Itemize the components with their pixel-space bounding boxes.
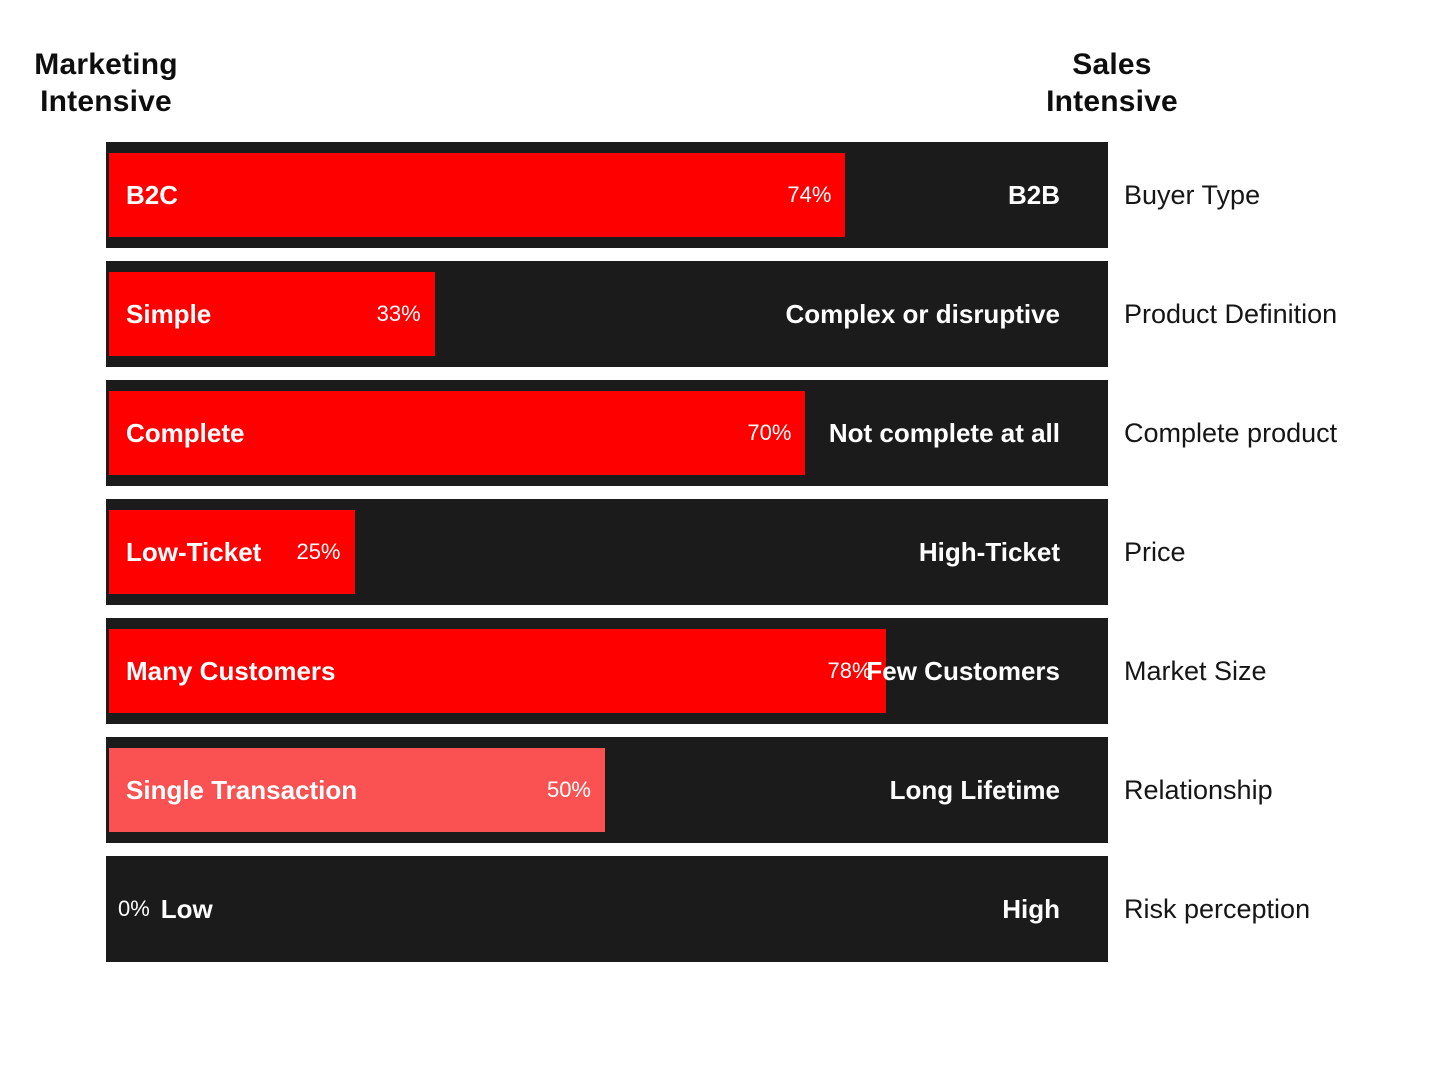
bar-marketing-segment: Low-Ticket 25% [109,510,355,594]
bar-left-label: Many Customers [126,655,336,686]
bar-left-label: Single Transaction [126,774,358,805]
bar-track: Complete 70% Not complete at all [106,380,1108,486]
row-product-definition: Simple 33% Complex or disruptive Product… [106,261,1337,367]
bar-left-label: B2C [126,179,179,210]
bar-right-label: B2B [1007,179,1060,210]
row-risk-perception: 0% Low High Risk perception [106,856,1310,962]
bar-value-label: 25% [296,539,341,564]
bar-track: 0% Low High [106,856,1108,962]
bar-left-label: Low [160,893,213,924]
category-label: Product Definition [1124,298,1338,329]
bar-track: Single Transaction 50% Long Lifetime [106,737,1108,843]
bar-right-label: Few Customers [866,655,1060,686]
row-complete-product: Complete 70% Not complete at all Complet… [106,380,1337,486]
bar-value-label: 78% [827,658,872,683]
bar-track: Low-Ticket 25% High-Ticket [106,499,1108,605]
category-label: Buyer Type [1124,179,1261,210]
bar-marketing-segment: B2C 74% [109,153,846,237]
bar-marketing-segment: Single Transaction 50% [109,748,605,832]
bar-left-label: Simple [126,298,212,329]
bar-right-label: High [1002,893,1060,924]
row-market-size: Many Customers 78% Few Customers Market … [106,618,1267,724]
category-label: Relationship [1124,774,1273,805]
bar-value-label: 70% [747,420,792,445]
row-price: Low-Ticket 25% High-Ticket Price [106,499,1186,605]
bar-marketing-segment: Many Customers 78% [109,629,886,713]
bar-left-label: Complete [126,417,245,448]
zero-value-group: 0% Low [118,856,213,962]
bar-rows: B2C 74% B2B Buyer Type Simple 33% Comple… [106,142,1337,975]
bar-value-label: 33% [376,301,421,326]
bar-right-label: High-Ticket [918,536,1060,567]
bar-right-label: Not complete at all [828,417,1060,448]
category-label: Complete product [1124,417,1338,448]
axis-title-marketing-intensive: Marketing Intensive [34,48,178,118]
row-relationship: Single Transaction 50% Long Lifetime Rel… [106,737,1273,843]
category-label: Risk perception [1124,893,1311,924]
bar-left-label: Low-Ticket [126,536,262,567]
bar-value-label: 0% [118,896,150,921]
bar-right-label: Long Lifetime [889,774,1060,805]
bar-marketing-segment: Complete 70% [109,391,806,475]
category-label: Price [1124,536,1186,567]
bar-track: B2C 74% B2B [106,142,1108,248]
bar-value-label: 50% [546,777,591,802]
bar-marketing-segment: Simple 33% [109,272,435,356]
category-label: Market Size [1124,655,1267,686]
bar-track: Simple 33% Complex or disruptive [106,261,1108,367]
bar-right-label: Complex or disruptive [785,298,1061,329]
bar-value-label: 74% [787,182,832,207]
bar-track: Many Customers 78% Few Customers [106,618,1108,724]
axis-title-sales-intensive: Sales Intensive [1046,48,1178,118]
row-buyer-type: B2C 74% B2B Buyer Type [106,142,1260,248]
